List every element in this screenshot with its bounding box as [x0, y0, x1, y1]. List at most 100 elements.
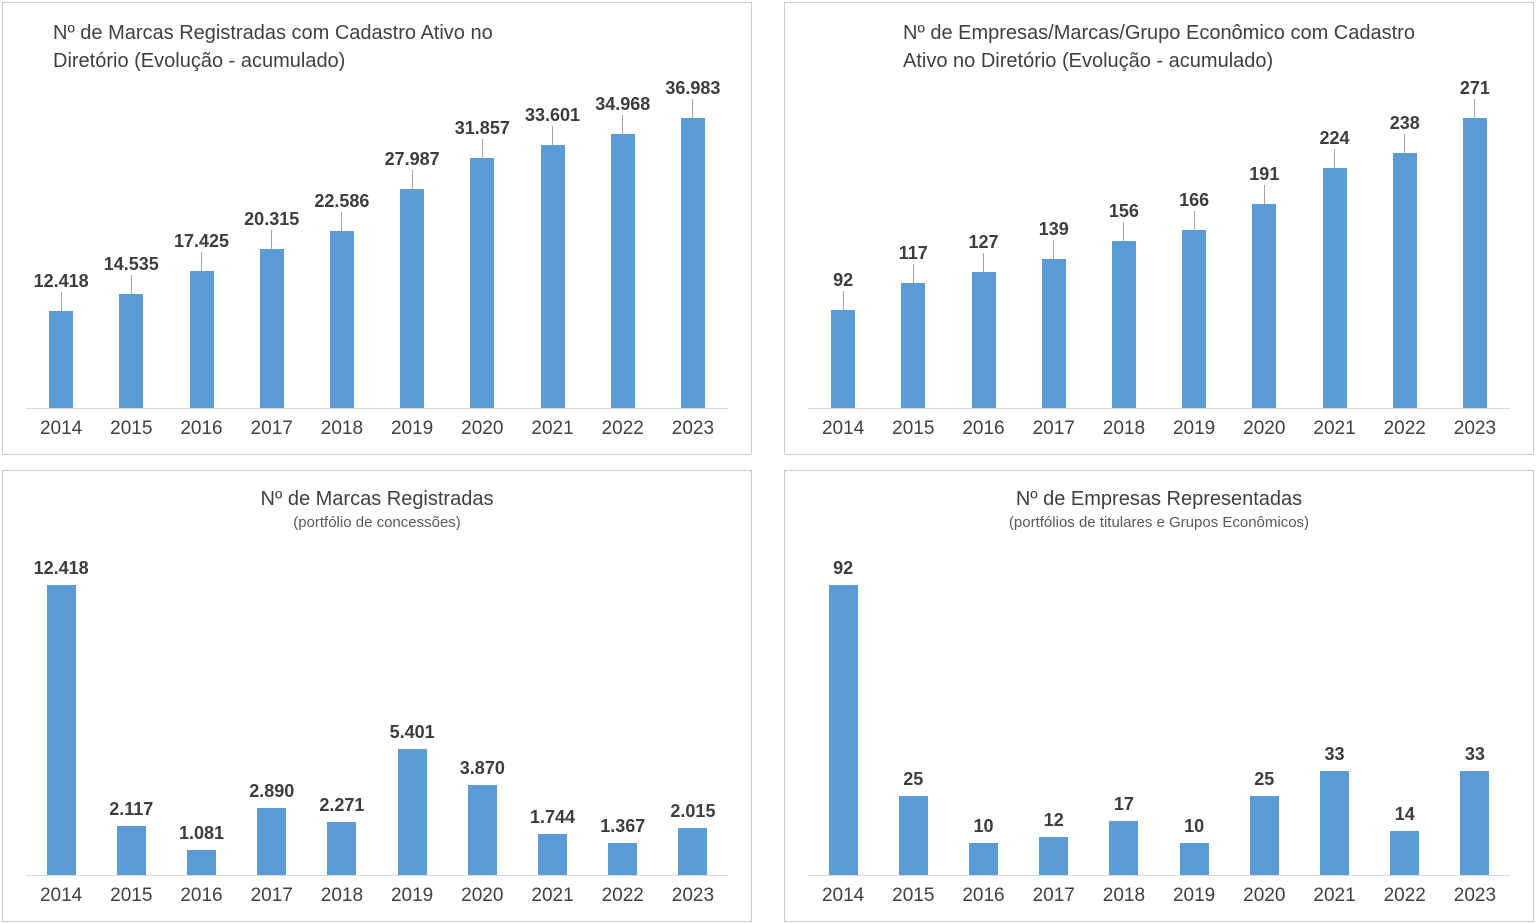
chart-title-block: Nº de Marcas Registradas com Cadastro At…: [3, 3, 751, 78]
chart-title-block: Nº de Marcas Registradas (portfólio de c…: [3, 471, 751, 531]
chart-title-line-2: Ativo no Diretório (Evolução - acumulado…: [903, 50, 1274, 73]
chart-title: Nº de Marcas Registradas: [260, 487, 494, 510]
chart-column: 139: [1019, 218, 1089, 408]
data-label: 139: [1038, 218, 1069, 239]
data-label: 17: [1113, 794, 1134, 815]
chart-column: 14: [1370, 804, 1440, 875]
bar: [259, 248, 284, 408]
data-label: 12.418: [33, 558, 89, 579]
chart-column: 31.857: [447, 118, 517, 408]
data-label: 25: [903, 769, 924, 790]
leader-line: [622, 114, 624, 134]
chart-title: Nº de Empresas/Marcas/Grupo Econômico co…: [903, 19, 1415, 76]
x-axis-label: 2016: [962, 885, 1005, 906]
bar: [1109, 821, 1139, 875]
chart-column: 238: [1370, 113, 1440, 408]
chart-column: 12.418: [26, 270, 96, 408]
chart-column: 22.586: [307, 190, 377, 408]
chart-subtitle: (portfólio de concessões): [293, 513, 461, 531]
chart-column: 33: [1299, 744, 1369, 875]
bar: [1041, 258, 1066, 408]
data-label: 2.271: [319, 795, 365, 816]
bar: [1322, 167, 1347, 408]
x-axis-label: 2023: [1453, 417, 1497, 439]
leader-line: [1474, 98, 1476, 118]
chart-title-block: Nº de Empresas/Marcas/Grupo Econômico co…: [785, 3, 1533, 78]
data-label: 92: [833, 269, 854, 290]
chart-column: 117: [878, 243, 948, 408]
data-label: 2.890: [249, 781, 295, 802]
leader-line: [201, 251, 202, 271]
data-label: 2.117: [109, 799, 154, 820]
chart-column: 34.968: [588, 93, 658, 408]
data-label: 33: [1324, 744, 1345, 765]
x-axis-label: 2023: [1453, 885, 1497, 906]
x-axis-label: 2021: [531, 417, 574, 439]
bar: [680, 117, 705, 408]
chart-panel-marcas-cadastro-ativo: Nº de Marcas Registradas com Cadastro At…: [2, 2, 752, 455]
chart-title-line-1: Nº de Marcas Registradas com Cadastro At…: [53, 22, 493, 44]
bar: [610, 133, 635, 408]
bar: [116, 826, 146, 875]
chart-column: 14.535: [96, 254, 166, 408]
bar: [828, 585, 858, 875]
data-label: 156: [1108, 200, 1139, 221]
chart-column: 271: [1440, 78, 1510, 408]
x-axis: 2014 2015 2016 2017 2018 2019 2020 2021 2022 2023: [26, 876, 728, 921]
data-label: 17.425: [173, 230, 230, 251]
x-axis-label: 2016: [962, 417, 1005, 439]
leader-line: [411, 169, 413, 189]
x-axis-label: 2020: [1243, 417, 1286, 439]
x-axis-label: 2020: [461, 885, 504, 906]
data-label: 22.586: [314, 190, 370, 211]
bar: [1460, 771, 1490, 875]
data-label: 12.418: [33, 270, 89, 291]
data-label: 10: [1184, 816, 1205, 837]
chart-column: 33: [1440, 744, 1510, 875]
x-axis-label: 2021: [1313, 885, 1356, 906]
bar: [1462, 117, 1487, 408]
x-axis-label: 2015: [110, 885, 153, 906]
data-label: 2.015: [670, 801, 716, 822]
chart-column: 36.983: [658, 78, 728, 408]
data-label: 20.315: [244, 208, 300, 229]
data-label: 1.367: [600, 816, 646, 837]
x-axis-label: 2019: [390, 885, 434, 906]
chart-column: 17: [1089, 794, 1159, 875]
bar: [1182, 229, 1207, 408]
chart-column: 3.870: [447, 758, 517, 875]
chart-column: 2.890: [237, 781, 307, 875]
leader-line: [341, 211, 343, 231]
data-label: 14: [1394, 804, 1415, 825]
chart-column: 127: [948, 232, 1018, 408]
chart-column: 1.367: [588, 816, 658, 875]
x-axis-label: 2017: [250, 885, 293, 906]
x-axis-label: 2016: [180, 417, 223, 439]
x-axis: 2014 2015 2016 2017 2018 2019 2020 2021 2022 2023: [808, 876, 1510, 921]
chart-column: 224: [1299, 128, 1369, 408]
data-label: 34.968: [595, 93, 651, 114]
x-axis-label: 2015: [110, 417, 153, 439]
chart-column: 191: [1229, 164, 1299, 408]
x-axis-label: 2016: [180, 885, 223, 906]
bar: [678, 828, 708, 875]
x-axis-label: 2019: [1172, 417, 1216, 439]
bar: [540, 144, 565, 408]
data-label: 25: [1254, 769, 1275, 790]
bar: [470, 157, 495, 408]
chart-column: 12: [1019, 810, 1089, 875]
chart-column: 25: [878, 769, 948, 875]
leader-line: [1123, 221, 1125, 241]
x-axis: 2014 2015 2016 2017 2018 2019 2020 2021 2022 2023: [808, 409, 1510, 454]
data-label: 33.601: [524, 104, 581, 125]
bar: [1249, 796, 1279, 875]
data-label: 12: [1043, 810, 1064, 831]
data-label: 27.987: [384, 148, 440, 169]
bar: [119, 293, 144, 408]
bar: [969, 843, 998, 875]
bar: [538, 834, 568, 875]
x-axis-label: 2022: [1383, 885, 1426, 906]
leader-line: [842, 290, 844, 310]
x-axis-label: 2017: [1032, 885, 1075, 906]
